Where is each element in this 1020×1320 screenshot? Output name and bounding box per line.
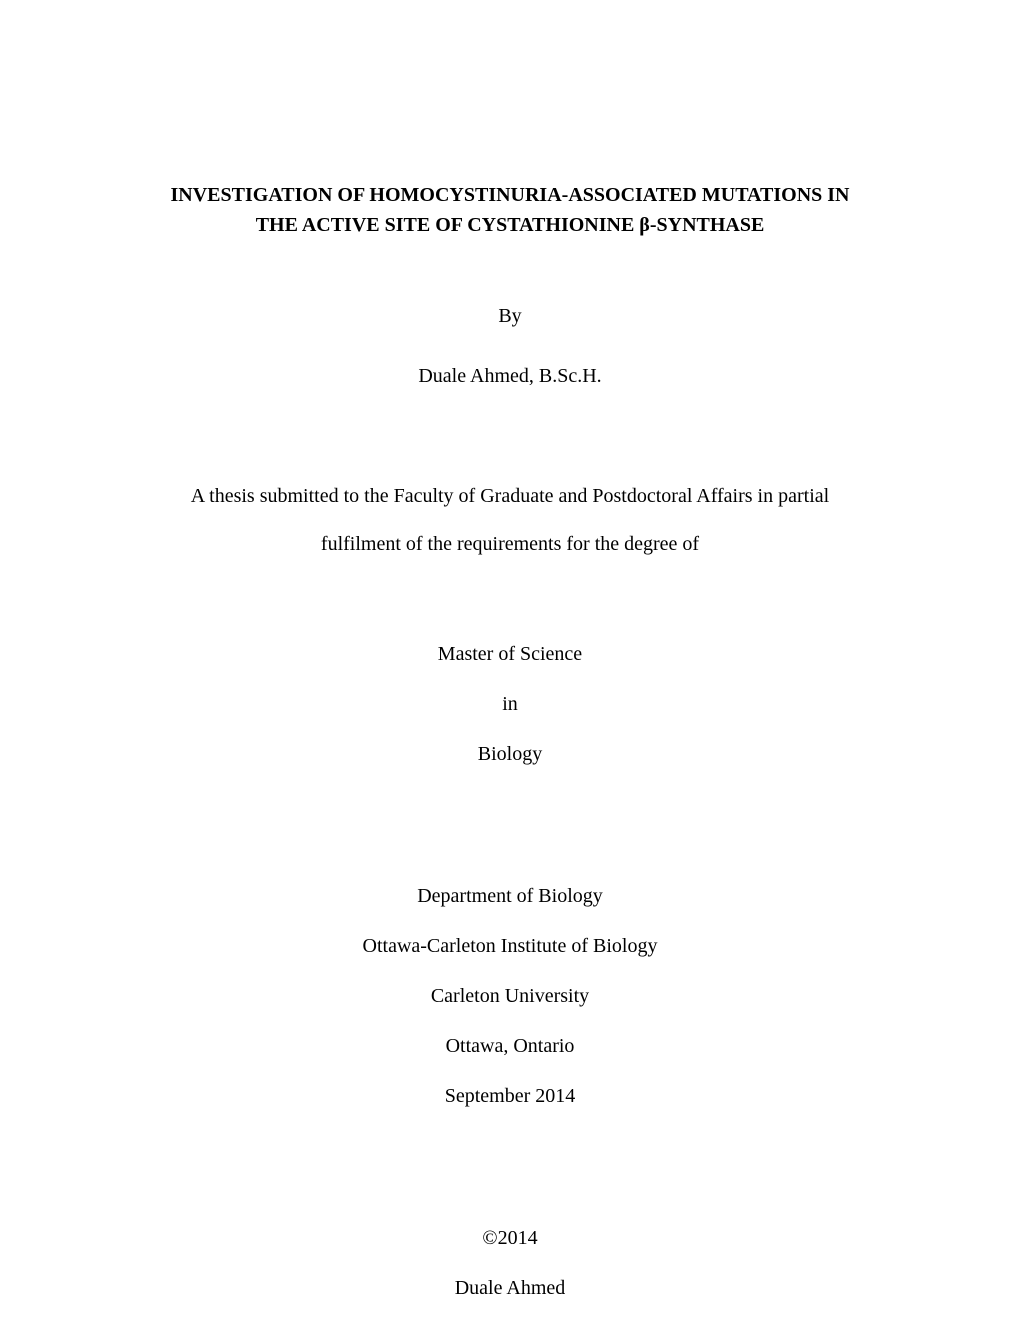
title-line-1: INVESTIGATION OF HOMOCYSTINURIA-ASSOCIAT… xyxy=(130,180,890,210)
copyright-text: ©2014 xyxy=(130,1222,890,1254)
location-name: Ottawa, Ontario xyxy=(130,1030,890,1062)
institute-name: Ottawa-Carleton Institute of Biology xyxy=(130,930,890,962)
author-name: Duale Ahmed, B.Sc.H. xyxy=(130,360,890,392)
department-name: Department of Biology xyxy=(130,880,890,912)
thesis-title-page: INVESTIGATION OF HOMOCYSTINURIA-ASSOCIAT… xyxy=(130,180,890,1304)
title-line-2: THE ACTIVE SITE OF CYSTATHIONINE β-SYNTH… xyxy=(130,210,890,240)
submission-line-1: A thesis submitted to the Faculty of Gra… xyxy=(130,472,890,520)
date-text: September 2014 xyxy=(130,1080,890,1112)
submission-statement: A thesis submitted to the Faculty of Gra… xyxy=(130,472,890,568)
copyright-block: ©2014 Duale Ahmed xyxy=(130,1222,890,1304)
degree-block: Master of Science in Biology xyxy=(130,638,890,770)
submission-line-2: fulfilment of the requirements for the d… xyxy=(130,520,890,568)
subject-name: Biology xyxy=(130,738,890,770)
copyright-holder: Duale Ahmed xyxy=(130,1272,890,1304)
university-name: Carleton University xyxy=(130,980,890,1012)
by-label: By xyxy=(130,300,890,332)
thesis-title: INVESTIGATION OF HOMOCYSTINURIA-ASSOCIAT… xyxy=(130,180,890,240)
affiliation-block: Department of Biology Ottawa-Carleton In… xyxy=(130,880,890,1112)
in-label: in xyxy=(130,688,890,720)
degree-name: Master of Science xyxy=(130,638,890,670)
